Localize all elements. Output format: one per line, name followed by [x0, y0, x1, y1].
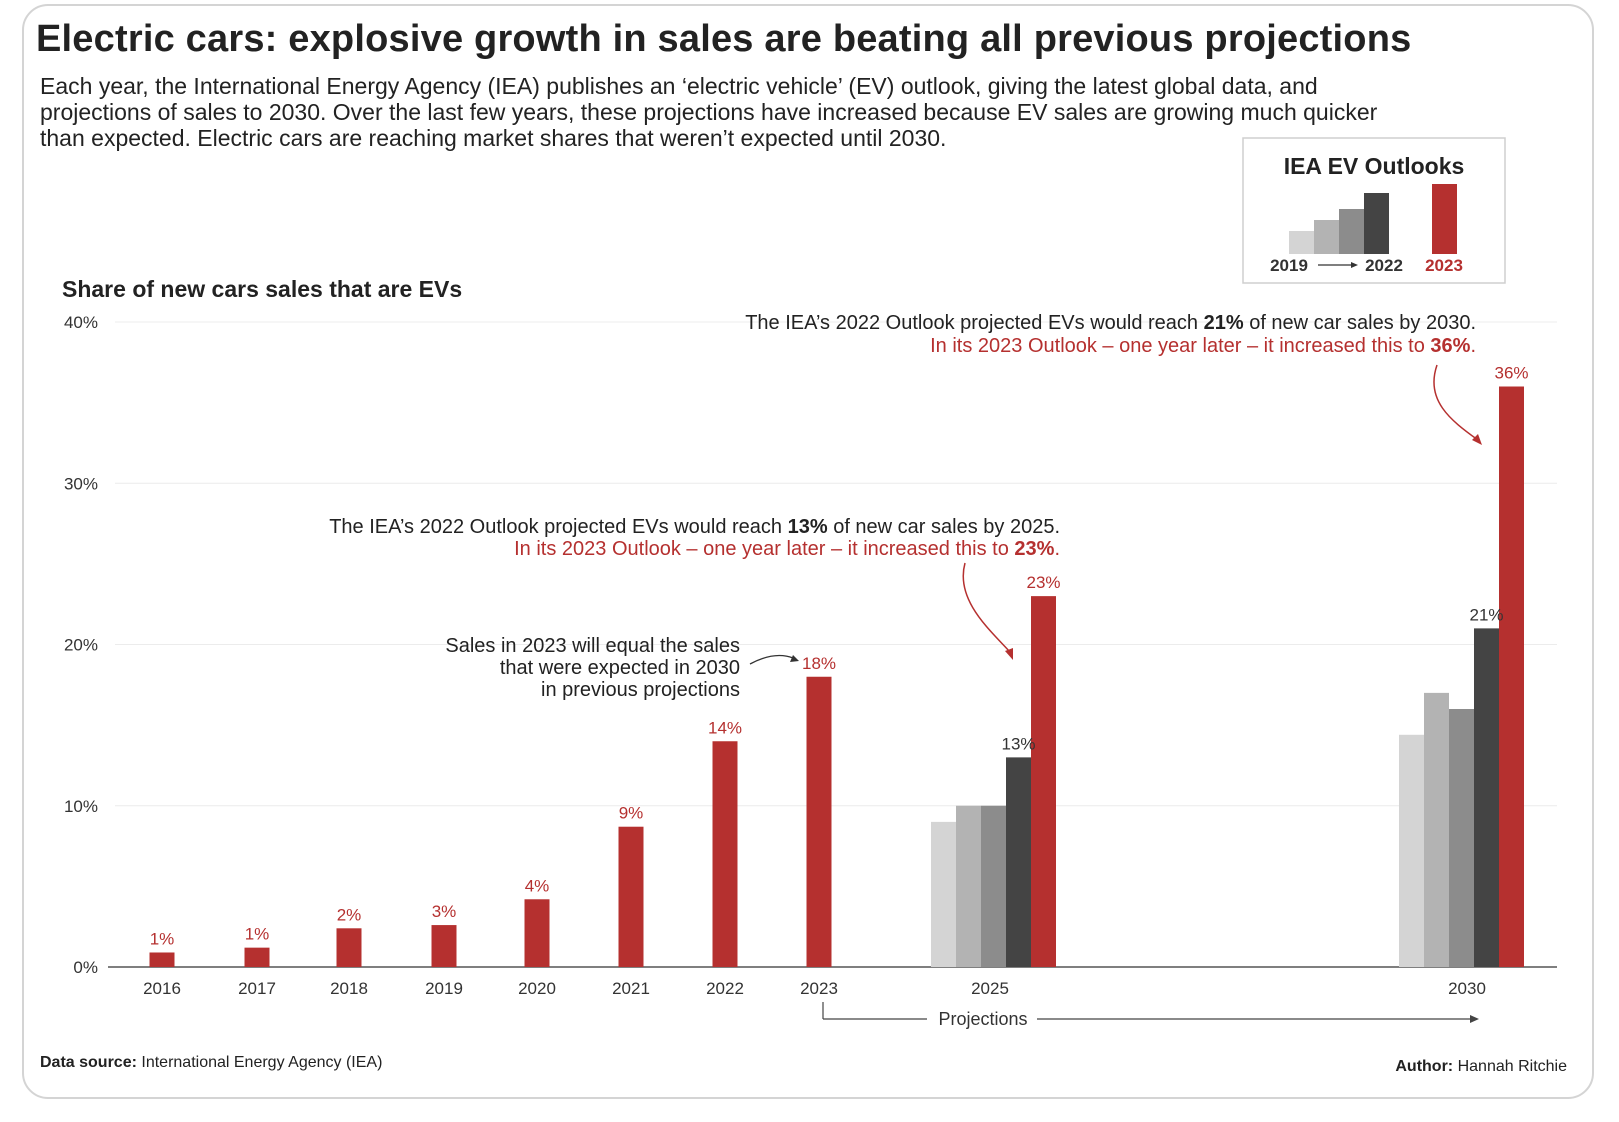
bar-label-2017: 1%: [245, 925, 270, 944]
bar-label-2020: 4%: [525, 876, 550, 895]
annotation-2023-line2: that were expected in 2030: [500, 657, 740, 679]
annotation-2025-line1: The IEA’s 2022 Outlook projected EVs wou…: [329, 516, 1060, 538]
y-tick-label: 10%: [64, 797, 98, 816]
y-tick-label: 30%: [64, 474, 98, 493]
bar-projection-2030-0: [1399, 734, 1424, 967]
bar-label-2023: 18%: [802, 654, 836, 673]
legend-swatch-2023: [1432, 184, 1457, 254]
annotation-2023-line3: in previous projections: [541, 679, 740, 701]
annotation-2023-arrow-head: [790, 655, 799, 662]
y-tick-label: 0%: [73, 958, 98, 977]
projections-arrow-head: [1470, 1015, 1479, 1023]
legend-swatch-2022: [1364, 193, 1389, 254]
annotation-2023-line1: Sales in 2023 will equal the sales: [445, 635, 740, 657]
annotation-2023-arrow: [749, 654, 794, 665]
legend: IEA EV Outlooks 2019 2022 2023: [1242, 137, 1506, 284]
legend-title: IEA EV Outlooks: [1284, 153, 1465, 179]
bar-projection-2025-2: [981, 805, 1006, 967]
grid: [108, 321, 1557, 968]
subtitle-line: projections of sales to 2030. Over the l…: [40, 99, 1378, 125]
bar-actual-2018: [336, 928, 362, 967]
bar-projection-2025-1: [956, 805, 981, 967]
legend-swatch-2020: [1314, 220, 1339, 254]
legend-swatch-2019: [1289, 231, 1314, 254]
bar-label-2022: 14%: [708, 718, 742, 737]
author-value: Hannah Ritchie: [1457, 1058, 1567, 1075]
bar-actual-2017: [244, 947, 270, 967]
data-source: Data source: International Energy Agency…: [40, 1054, 382, 1072]
subtitle-line: than expected. Electric cars are reachin…: [40, 125, 947, 151]
x-tick-label: 2019: [425, 979, 463, 998]
annotation-2025: The IEA’s 2022 Outlook projected EVs wou…: [329, 516, 1060, 660]
legend-label-end: 2022: [1365, 256, 1403, 275]
x-tick-label: 2018: [330, 979, 368, 998]
projections-bracket: Projections: [822, 1002, 1479, 1029]
bar-projection-2030-4: [1499, 386, 1524, 967]
annotation-2025-arrow: [962, 562, 1011, 653]
x-tick-label: 2016: [143, 979, 181, 998]
data-source-value: International Energy Agency (IEA): [141, 1054, 383, 1071]
x-axis: 2016 2017 2018 2019 2020 2021 2022 2023 2025 2030: [143, 979, 1486, 998]
bar-projection-2025-3: [1006, 757, 1031, 967]
legend-arrow-head: [1351, 262, 1358, 268]
y-axis: 0% 10% 20% 30% 40%: [64, 313, 98, 977]
annotation-2030: The IEA’s 2022 Outlook projected EVs wou…: [745, 312, 1482, 445]
bar-label-2025-3: 13%: [1001, 734, 1035, 753]
bar-projection-2030-2: [1449, 709, 1474, 967]
author: Author: Hannah Ritchie: [1395, 1058, 1567, 1076]
bar-label-2019: 3%: [432, 902, 457, 921]
bar-actual-2016: [149, 952, 175, 967]
author-label: Author:: [1395, 1058, 1454, 1075]
annotation-2025-line2: In its 2023 Outlook – one year later – i…: [514, 538, 1060, 560]
legend-label-start: 2019: [1270, 256, 1308, 275]
bar-label-2018: 2%: [337, 905, 362, 924]
bar-label-2021: 9%: [619, 804, 644, 823]
x-tick-label: 2023: [800, 979, 838, 998]
subtitle-line: Each year, the International Energy Agen…: [40, 73, 1318, 99]
annotation-2023: Sales in 2023 will equal the sales that …: [445, 635, 799, 701]
chart-title: Share of new cars sales that are EVs: [62, 276, 462, 302]
projections-label: Projections: [938, 1009, 1027, 1029]
legend-swatch-2021: [1339, 209, 1364, 254]
bar-actual-2022: [712, 741, 738, 967]
bar-actual-2020: [524, 899, 550, 967]
bar-actual-2023: [806, 676, 832, 967]
page-title: Electric cars: explosive growth in sales…: [36, 18, 1412, 60]
annotation-2030-arrow: [1433, 364, 1479, 441]
x-tick-label: 2025: [971, 979, 1009, 998]
bar-label-2030-4: 36%: [1494, 364, 1528, 383]
bar-projection-2025-4: [1031, 596, 1056, 967]
x-tick-label: 2022: [706, 979, 744, 998]
bar-label-2030-3: 21%: [1469, 605, 1503, 624]
annotation-2030-line1: The IEA’s 2022 Outlook projected EVs wou…: [745, 312, 1476, 334]
annotation-2025-arrow-head: [1005, 648, 1013, 660]
annotation-2030-arrow-head: [1472, 434, 1482, 445]
bar-labels: 1% 1% 2% 3% 4% 9% 14% 18% 13% 23% 21% 36%: [150, 364, 1529, 949]
bar-projection-2030-3: [1474, 628, 1499, 967]
y-tick-label: 20%: [64, 636, 98, 655]
annotation-2030-line2: In its 2023 Outlook – one year later – i…: [930, 335, 1476, 357]
y-tick-label: 40%: [64, 313, 98, 332]
x-tick-label: 2020: [518, 979, 556, 998]
bar-label-2016: 1%: [150, 929, 175, 948]
data-source-label: Data source:: [40, 1054, 137, 1071]
x-tick-label: 2030: [1448, 979, 1486, 998]
x-tick-label: 2021: [612, 979, 650, 998]
bars: [149, 386, 1524, 967]
page-subtitle: Each year, the International Energy Agen…: [40, 73, 1560, 151]
bar-actual-2021: [618, 826, 644, 967]
bar-actual-2019: [431, 925, 457, 967]
bar-projection-2025-0: [931, 821, 956, 967]
legend-label-latest: 2023: [1425, 256, 1463, 275]
x-tick-label: 2017: [238, 979, 276, 998]
bar-label-2025-4: 23%: [1026, 573, 1060, 592]
bar-projection-2030-1: [1424, 692, 1449, 967]
